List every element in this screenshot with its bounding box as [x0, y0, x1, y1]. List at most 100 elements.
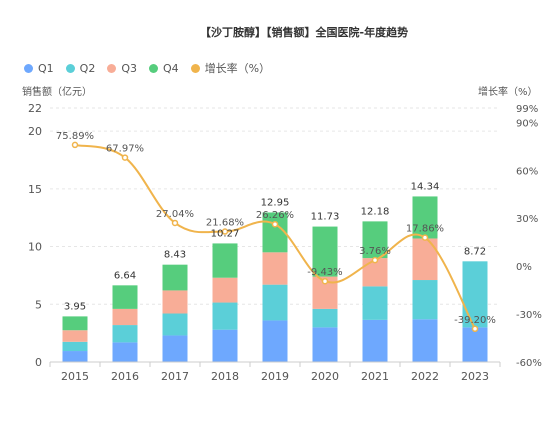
y-tick-left: 22 — [28, 102, 42, 115]
growth-label: 26.26% — [256, 210, 294, 221]
bar-segment-q2 — [362, 286, 388, 320]
growth-point — [221, 228, 229, 235]
y-tick-right: 0% — [516, 262, 532, 273]
chart-title: 【沙丁胺醇】【销售额】全国医院-年度趋势 — [200, 26, 409, 39]
bar-segment-q3 — [412, 238, 438, 281]
legend-dot — [107, 63, 117, 73]
bar-segment-q1 — [262, 320, 288, 362]
legend-label: Q2 — [79, 61, 96, 75]
x-tick-label: 2023 — [461, 370, 489, 383]
y-axis-right-title: 增长率（%） — [478, 87, 538, 98]
growth-point — [271, 220, 279, 228]
y-tick-left: 5 — [35, 298, 42, 311]
bar-segment-q4 — [212, 243, 238, 278]
y-tick-left: 20 — [28, 125, 42, 138]
bar-segment-q3 — [112, 308, 138, 326]
legend-dot — [190, 63, 200, 73]
bar-segment-q4 — [362, 221, 388, 259]
legend-dot — [149, 63, 159, 73]
y-tick-right: 90% — [516, 118, 538, 129]
bar-total-label: 12.95 — [261, 197, 290, 208]
growth-label: 75.89% — [56, 131, 94, 142]
bar-segment-q2 — [162, 313, 188, 336]
bar-segment-q3 — [212, 277, 238, 303]
bar-segment-q4 — [62, 316, 88, 331]
legend-item-q3[interactable]: Q3 — [107, 62, 137, 75]
legend-item-q2[interactable]: Q2 — [65, 61, 96, 75]
y-tick-left: 15 — [28, 183, 42, 196]
bar-segment-q2 — [212, 302, 238, 330]
x-tick-label: 2021 — [361, 370, 389, 383]
growth-line — [74, 143, 476, 330]
legend: Q1 Q2 Q3 Q4 增长率（%） — [24, 60, 282, 76]
growth-point — [371, 256, 379, 264]
legend-item-q4[interactable]: Q4 — [149, 62, 179, 75]
bar-segment-q1 — [412, 319, 438, 362]
y-tick-left: 10 — [28, 241, 42, 254]
bar-segment-q4 — [112, 285, 138, 309]
bar-total-label: 6.64 — [114, 270, 136, 281]
bar-segment-q2 — [462, 261, 488, 328]
legend-dot — [24, 63, 33, 73]
legend-dot — [65, 63, 75, 73]
bar-total-label: 3.95 — [64, 301, 86, 312]
bar-segment-q2 — [262, 284, 288, 321]
bar-segment-q3 — [62, 330, 88, 342]
legend-label: Q3 — [121, 61, 138, 75]
growth-point — [171, 219, 179, 227]
growth-point — [121, 154, 129, 161]
y-tick-right: 99% — [516, 104, 538, 115]
growth-point — [471, 325, 479, 333]
bar-segment-q3 — [262, 252, 288, 285]
x-tick-label: 2017 — [161, 370, 189, 383]
x-tick-label: 2018 — [211, 370, 239, 383]
bar-total-label: 11.73 — [311, 212, 340, 223]
y-tick-right: -60% — [516, 358, 542, 369]
bar-segment-q1 — [62, 351, 88, 362]
growth-label: -9.43% — [307, 267, 342, 278]
bar-segment-q1 — [212, 329, 238, 362]
bar-total-label: 8.43 — [164, 250, 186, 261]
legend-item-q1[interactable]: Q1 — [24, 62, 54, 75]
bar-total-label: 8.72 — [464, 246, 486, 257]
growth-point — [321, 277, 329, 285]
y-tick-left: 0 — [35, 356, 42, 369]
x-tick-label: 2015 — [61, 370, 89, 383]
bar-segment-q3 — [162, 290, 188, 314]
bar-segment-q1 — [312, 327, 338, 362]
x-tick-label: 2019 — [261, 370, 289, 383]
bar-segment-q1 — [362, 319, 388, 362]
y-tick-right: 60% — [516, 166, 538, 177]
growth-point — [71, 141, 79, 149]
bar-total-label: 12.18 — [361, 206, 390, 217]
growth-label: -39.20% — [454, 315, 496, 326]
growth-label: 21.68% — [206, 218, 244, 229]
growth-label: 27.04% — [156, 209, 194, 220]
legend-label: Q1 — [38, 61, 54, 75]
bar-segment-q1 — [462, 327, 488, 362]
bar-segment-q2 — [312, 308, 338, 328]
x-tick-label: 2022 — [411, 370, 439, 383]
growth-label: 17.86% — [406, 224, 444, 235]
legend-label: Q4 — [163, 61, 179, 75]
bar-segment-q4 — [312, 226, 338, 277]
growth-label: 3.76% — [359, 246, 391, 257]
bar-segment-q2 — [412, 280, 438, 320]
bar-segment-q2 — [112, 325, 138, 343]
growth-point — [421, 234, 429, 241]
y-axis-left-title: 销售额（亿元） — [22, 87, 92, 98]
bar-segment-q2 — [62, 341, 88, 352]
legend-label: 增长率（%） — [204, 62, 271, 75]
y-tick-right: 30% — [516, 214, 538, 225]
bar-total-label: 14.34 — [411, 181, 440, 192]
bar-segment-q1 — [162, 335, 188, 362]
bar-segment-q1 — [112, 342, 138, 362]
x-tick-label: 2016 — [111, 370, 139, 383]
bar-segment-q4 — [162, 264, 188, 291]
y-tick-right: -30% — [516, 310, 542, 321]
bar-total-label: 10.27 — [211, 228, 240, 239]
x-tick-label: 2020 — [311, 370, 339, 383]
bar-segment-q4 — [262, 212, 288, 253]
legend-item-growth[interactable]: 增长率（%） — [190, 60, 271, 76]
